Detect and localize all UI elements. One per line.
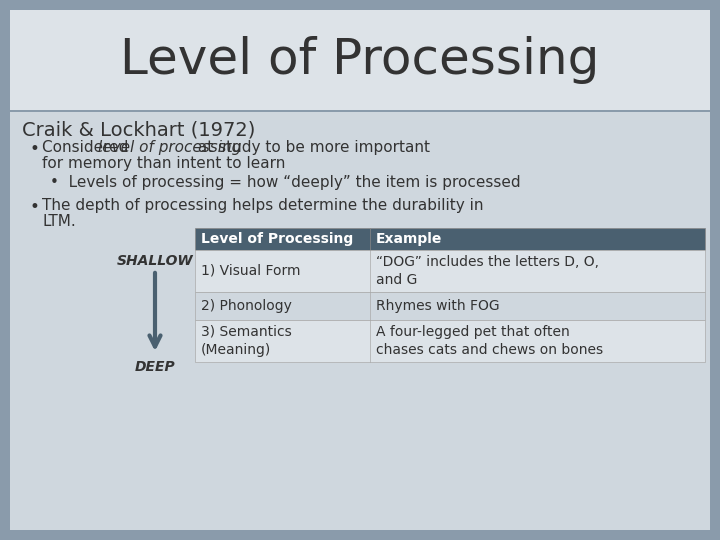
Text: LTM.: LTM.: [42, 214, 76, 229]
Text: 2) Phonology: 2) Phonology: [201, 299, 292, 313]
Text: SHALLOW: SHALLOW: [117, 254, 193, 268]
Text: “DOG” includes the letters D, O,
and G: “DOG” includes the letters D, O, and G: [376, 255, 599, 287]
FancyBboxPatch shape: [195, 250, 705, 292]
Text: A four-legged pet that often
chases cats and chews on bones: A four-legged pet that often chases cats…: [376, 325, 603, 357]
FancyBboxPatch shape: [10, 112, 710, 530]
FancyBboxPatch shape: [195, 292, 705, 320]
Text: •  Levels of processing = how “deeply” the item is processed: • Levels of processing = how “deeply” th…: [50, 175, 521, 190]
FancyBboxPatch shape: [10, 10, 710, 110]
FancyBboxPatch shape: [195, 228, 705, 250]
Text: The depth of processing helps determine the durability in: The depth of processing helps determine …: [42, 198, 484, 213]
Text: Level of Processing: Level of Processing: [120, 36, 600, 84]
Text: for memory than intent to learn: for memory than intent to learn: [42, 156, 285, 171]
Text: 1) Visual Form: 1) Visual Form: [201, 264, 300, 278]
Text: Craik & Lockhart (1972): Craik & Lockhart (1972): [22, 120, 256, 139]
Text: at study to be more important: at study to be more important: [193, 140, 430, 155]
Text: Rhymes with FOG: Rhymes with FOG: [376, 299, 500, 313]
Text: Considered: Considered: [42, 140, 133, 155]
Text: •: •: [30, 140, 40, 158]
Text: Level of Processing: Level of Processing: [201, 232, 354, 246]
FancyBboxPatch shape: [195, 320, 705, 362]
Text: 3) Semantics
(Meaning): 3) Semantics (Meaning): [201, 325, 292, 357]
Text: •: •: [30, 198, 40, 216]
Text: Example: Example: [376, 232, 442, 246]
Text: DEEP: DEEP: [135, 360, 175, 374]
Text: level of processing: level of processing: [98, 140, 241, 155]
